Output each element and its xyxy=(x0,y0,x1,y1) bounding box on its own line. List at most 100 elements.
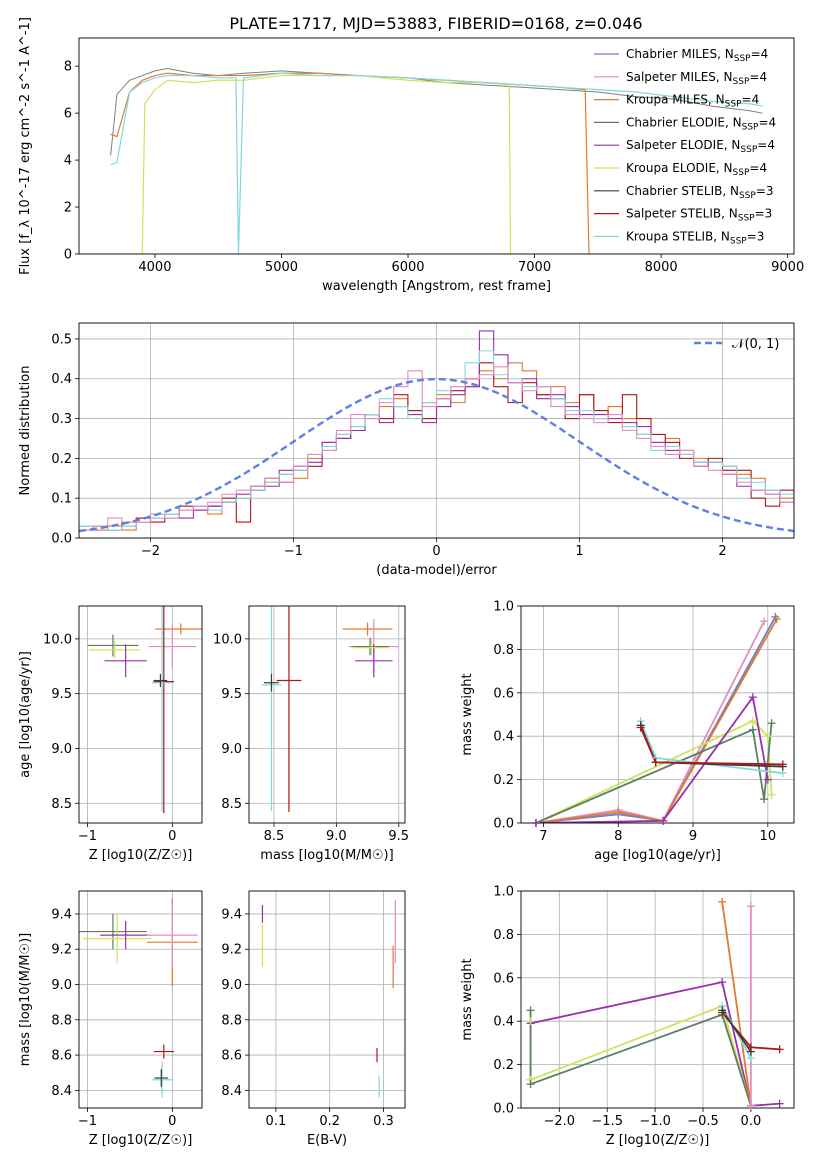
spectrum-line-elodie_kroupa xyxy=(141,74,512,254)
y-tick-label: 8 xyxy=(64,60,72,75)
y-tick-label: 0.2 xyxy=(51,452,72,467)
y-tick-label: 10.0 xyxy=(213,632,242,647)
spectrum-line-stelib_kroupa xyxy=(110,72,763,254)
legend-entry: Kroupa STELIB, NSSP=3 xyxy=(626,229,764,246)
axes-frame xyxy=(520,605,795,824)
histogram-stelib_salpeter xyxy=(79,362,794,531)
legend-subscript: SSP xyxy=(733,168,750,178)
x-axis-label: E(B-V) xyxy=(307,1133,347,1148)
y-tick-label: 0.5 xyxy=(51,332,72,347)
legend-entry: Salpeter STELIB, NSSP=3 xyxy=(626,207,772,224)
y-tick-label: 4 xyxy=(64,154,72,169)
weight-line-miles_salpeter xyxy=(535,620,765,823)
y-tick-label: 9.4 xyxy=(51,907,72,922)
legend-subscript: SSP xyxy=(733,77,750,87)
histogram-elodie_salpeter xyxy=(79,330,794,531)
y-tick-label: 0.0 xyxy=(493,1102,514,1117)
y-tick-label: 8.4 xyxy=(221,1084,242,1099)
y-tick-label: 1.0 xyxy=(493,600,514,615)
legend-count: =4 xyxy=(757,138,775,152)
x-tick-label: 9000 xyxy=(771,260,804,275)
legend-entry: Kroupa ELODIE, NSSP=4 xyxy=(626,161,767,178)
y-tick-label: 9.2 xyxy=(51,943,72,958)
plot-area xyxy=(535,616,783,823)
y-axis-label: Normed distribution xyxy=(18,366,33,496)
y-tick-label: 0.2 xyxy=(493,1058,514,1073)
y-axis-label: Flux [f_λ 10^-17 erg cm^-2 s^-1 A^-1] xyxy=(18,17,33,275)
y-tick-label: 0.2 xyxy=(493,773,514,788)
axes-frame xyxy=(78,37,795,255)
x-tick-label: −1.0 xyxy=(639,1114,671,1129)
x-axis-label: Z [log10(Z/Z☉)] xyxy=(89,848,193,863)
legend-subscript: SSP xyxy=(734,54,751,64)
axes-frame xyxy=(78,322,795,539)
plot-area xyxy=(87,606,202,814)
panel-age-vs-z: −1 0 8.5 9.0 9.5 10.0 Z [log10(Z/Z☉)] age [log1… xyxy=(18,605,203,863)
legend-subscript: SSP xyxy=(742,122,759,132)
weight-line-elodie_chabrier xyxy=(535,723,773,823)
x-axis-label: age [log10(age/yr)] xyxy=(594,848,721,863)
legend-count: =3 xyxy=(755,207,773,221)
x-axis-label: Z [log10(Z/Z☉)] xyxy=(606,1133,710,1148)
legend-subscript: SSP xyxy=(730,236,747,246)
panel-residuals: −2 −1 0 1 2 0.0 0.1 0.2 0.3 0.4 0.5 (data-model)/er… xyxy=(18,322,795,578)
y-tick-label: 9.4 xyxy=(221,907,242,922)
legend-subscript: SSP xyxy=(738,214,755,224)
legend-entry: Kroupa MILES, NSSP=4 xyxy=(626,93,759,110)
x-tick-label: −1 xyxy=(78,1114,97,1129)
x-tick-label: 0 xyxy=(168,829,176,844)
y-tick-label: 0.0 xyxy=(493,817,514,832)
x-tick-label: 7000 xyxy=(518,260,551,275)
y-tick-label: 10.0 xyxy=(43,632,72,647)
x-tick-label: 2 xyxy=(718,544,726,559)
y-axis-label: age [log10(age/yr)] xyxy=(18,651,33,778)
x-tick-label: 5000 xyxy=(265,260,298,275)
weight-line-stelib_chabrier xyxy=(721,1009,752,1053)
weight-line-miles_kroupa xyxy=(535,618,778,823)
plot-area xyxy=(79,330,794,533)
plot-area xyxy=(79,898,198,1098)
x-axis-label: mass [log10(M/M☉)] xyxy=(260,848,393,863)
legend-count: =3 xyxy=(747,229,765,243)
x-tick-label: 6000 xyxy=(391,260,424,275)
y-tick-label: 9.0 xyxy=(51,742,72,757)
y-tick-label: 0.6 xyxy=(493,971,514,986)
y-tick-label: 0.3 xyxy=(51,412,72,427)
x-tick-label: −2 xyxy=(141,544,160,559)
legend-subscript: SSP xyxy=(725,100,742,110)
y-tick-label: 8.8 xyxy=(51,1013,72,1028)
y-axis-label: mass [log10(M/M☉)] xyxy=(18,933,33,1066)
legend-entry: Salpeter ELODIE, NSSP=4 xyxy=(626,138,775,155)
x-tick-label: 9 xyxy=(689,829,697,844)
x-tick-label: 8 xyxy=(614,829,622,844)
x-tick-label: 0 xyxy=(432,544,440,559)
y-tick-label: 0.4 xyxy=(51,372,72,387)
y-tick-label: 9.2 xyxy=(221,943,242,958)
plot-area xyxy=(110,68,763,254)
legend-count: =4 xyxy=(758,115,776,129)
x-tick-label: 7 xyxy=(539,829,547,844)
legend-entry: Chabrier ELODIE, NSSP=4 xyxy=(626,115,776,132)
x-tick-label: 8.5 xyxy=(264,829,285,844)
y-tick-label: 0.8 xyxy=(493,928,514,943)
y-tick-label: 0.8 xyxy=(493,643,514,658)
y-axis-label: mass weight xyxy=(460,673,475,755)
plot-area xyxy=(529,901,780,1107)
legend-count: =4 xyxy=(749,161,767,175)
histogram-miles_kroupa xyxy=(79,362,794,531)
y-tick-label: 8.4 xyxy=(51,1084,72,1099)
x-tick-label: −1 xyxy=(284,544,303,559)
x-tick-label: 0.2 xyxy=(319,1114,340,1129)
x-tick-label: 0.0 xyxy=(741,1114,762,1129)
x-tick-label: −1 xyxy=(78,829,97,844)
x-axis-label: wavelength [Angstrom, rest frame] xyxy=(322,279,551,294)
x-tick-label: 0.3 xyxy=(373,1114,394,1129)
axes-frame xyxy=(78,605,203,824)
histogram-stelib_kroupa xyxy=(79,350,794,531)
legend-count: =3 xyxy=(756,184,774,198)
weight-line-miles_kroupa xyxy=(721,901,752,1106)
y-tick-label: 0.1 xyxy=(51,492,72,507)
weight-line-elodie_chabrier xyxy=(529,1010,752,1107)
y-tick-label: 9.5 xyxy=(221,687,242,702)
figure-title: PLATE=1717, MJD=53883, FIBERID=0168, z=0… xyxy=(229,14,642,33)
